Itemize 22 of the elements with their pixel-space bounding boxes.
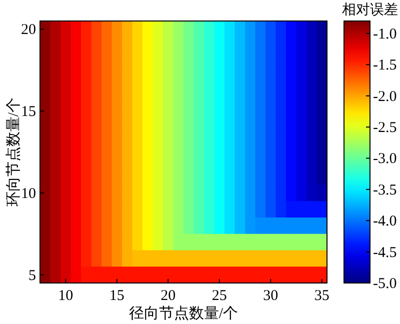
- x-tick-label: 25: [212, 288, 227, 304]
- color-bar-label: -3.5: [373, 182, 397, 198]
- color-bar-label: -1.5: [373, 58, 397, 74]
- x-tick-label: 35: [314, 288, 330, 304]
- y-axis-title: 环向节点数量/个: [5, 97, 22, 207]
- x-tick-label: 15: [109, 288, 124, 304]
- y-tick-label: 20: [21, 22, 36, 38]
- color-bar-label: -3.0: [373, 151, 397, 168]
- color-bar-title: 相对误差: [342, 2, 398, 18]
- x-axis-title: 径向节点数量/个: [128, 305, 238, 322]
- x-tick-label: 20: [160, 288, 176, 304]
- x-tick-label: 30: [263, 288, 278, 304]
- y-tick-label: 10: [21, 186, 36, 202]
- color-bar-label: -4.5: [373, 244, 397, 261]
- y-tick-label: 15: [21, 104, 36, 120]
- x-tick-label: 10: [58, 288, 74, 304]
- y-tick-label: 5: [28, 268, 36, 284]
- color-bar-label: -2.0: [373, 88, 397, 105]
- color-bar-label: -2.5: [373, 120, 397, 136]
- color-bar-label: -1.0: [373, 26, 397, 42]
- color-bar-label: -4.0: [373, 214, 397, 230]
- color-bar-label: -5.0: [373, 276, 397, 292]
